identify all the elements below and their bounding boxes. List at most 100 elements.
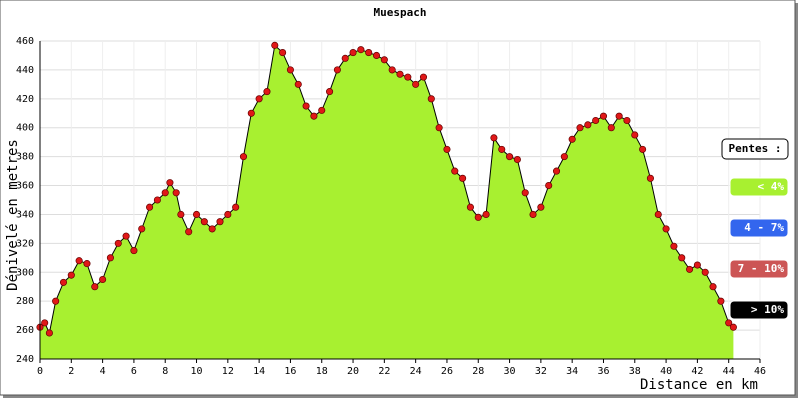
data-point — [286, 66, 294, 74]
data-point — [357, 46, 365, 54]
x-tick-label: 14 — [253, 366, 265, 377]
data-point — [91, 283, 99, 291]
y-tick-label: 280 — [16, 296, 34, 307]
data-point — [623, 116, 631, 125]
data-point — [513, 155, 521, 164]
y-tick-label: 300 — [16, 267, 34, 278]
x-tick-label: 26 — [441, 366, 453, 377]
legend-swatch — [729, 218, 789, 238]
y-tick-label: 320 — [16, 238, 34, 249]
data-point — [639, 145, 647, 153]
data-point — [200, 218, 208, 226]
data-point — [709, 283, 717, 291]
data-point — [427, 95, 435, 103]
data-point — [466, 203, 474, 211]
x-tick-label: 0 — [37, 366, 43, 377]
x-axis-label: Distance en km — [640, 377, 758, 393]
data-point — [271, 41, 279, 49]
data-point — [459, 174, 467, 182]
data-point — [232, 203, 240, 211]
data-point — [615, 112, 623, 120]
data-point — [310, 112, 318, 120]
legend-title: Pentes : — [729, 142, 782, 155]
y-tick-label: 240 — [16, 354, 34, 365]
y-tick-label: 380 — [16, 152, 34, 163]
x-tick-label: 42 — [691, 366, 703, 377]
x-tick-label: 16 — [284, 366, 296, 377]
data-point — [59, 278, 68, 286]
data-point — [114, 239, 122, 247]
data-point — [717, 297, 725, 305]
data-point — [52, 297, 60, 305]
data-point — [729, 323, 737, 331]
x-tick-label: 46 — [754, 366, 766, 377]
y-tick-label: 340 — [16, 209, 34, 220]
data-point — [294, 80, 302, 88]
x-tick-label: 44 — [723, 366, 735, 377]
x-tick-label: 12 — [222, 366, 234, 377]
x-tick-label: 38 — [629, 366, 641, 377]
y-tick-label: 460 — [16, 36, 34, 47]
y-tick-label: 420 — [16, 94, 34, 105]
y-tick-label: 440 — [16, 65, 34, 76]
legend-swatch — [729, 177, 789, 197]
data-point — [545, 181, 553, 190]
data-point — [161, 189, 169, 197]
data-point — [419, 73, 428, 81]
x-tick-label: 10 — [190, 366, 202, 377]
data-point — [646, 174, 654, 182]
data-point — [537, 203, 545, 211]
data-point — [326, 88, 334, 96]
data-point — [349, 49, 357, 57]
data-point — [451, 167, 459, 175]
legend-label: > 10% — [751, 303, 784, 316]
data-point — [192, 210, 201, 219]
data-point — [341, 54, 349, 62]
data-point — [333, 66, 341, 74]
data-point — [662, 225, 670, 233]
data-point — [177, 210, 185, 219]
y-tick-label: 260 — [16, 325, 34, 336]
x-tick-label: 18 — [316, 366, 328, 377]
data-point — [435, 124, 443, 132]
x-tick-label: 22 — [378, 366, 390, 377]
data-point — [318, 106, 326, 114]
data-point — [388, 66, 396, 74]
data-point — [412, 80, 420, 88]
data-point — [529, 210, 537, 219]
x-tick-label: 30 — [504, 366, 516, 377]
data-point — [693, 261, 701, 269]
legend-swatch — [729, 300, 789, 320]
data-point — [482, 210, 490, 219]
x-tick-label: 34 — [566, 366, 578, 377]
data-point — [443, 145, 451, 153]
data-point — [138, 225, 146, 233]
x-tick-label: 4 — [100, 366, 106, 377]
data-point — [224, 210, 232, 219]
data-point — [654, 210, 662, 219]
x-tick-label: 36 — [597, 366, 609, 377]
data-point — [208, 225, 216, 233]
data-point — [521, 189, 529, 197]
x-tick-label: 2 — [68, 366, 74, 377]
y-tick-label: 360 — [16, 181, 34, 192]
data-point — [83, 260, 91, 268]
data-point — [396, 70, 404, 78]
data-point — [263, 88, 271, 96]
area-fill — [40, 45, 734, 359]
data-point — [365, 49, 373, 57]
data-point — [106, 254, 114, 262]
data-point — [576, 124, 584, 132]
data-point — [146, 203, 154, 211]
data-point — [75, 257, 83, 265]
data-point — [631, 131, 639, 139]
data-point — [701, 268, 709, 276]
data-point — [45, 329, 53, 337]
x-tick-label: 24 — [410, 366, 422, 377]
x-tick-label: 6 — [131, 366, 137, 377]
data-point — [599, 112, 608, 120]
data-point — [122, 232, 130, 240]
data-point — [239, 153, 248, 161]
data-point — [607, 124, 615, 132]
